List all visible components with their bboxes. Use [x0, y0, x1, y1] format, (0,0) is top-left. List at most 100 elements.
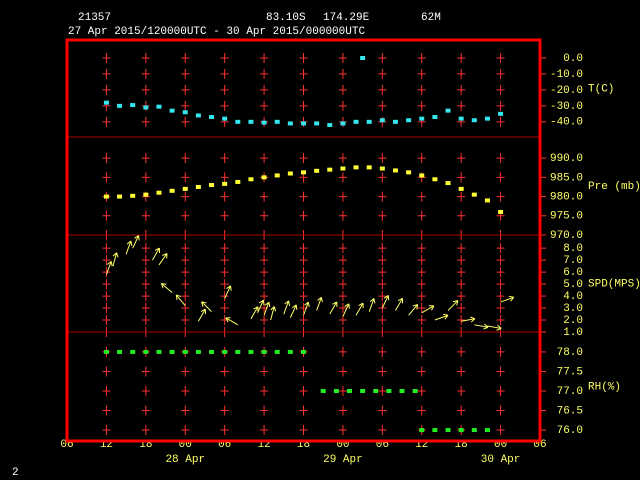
data-point — [287, 349, 293, 354]
grid-cross — [141, 279, 150, 290]
grid-cross — [457, 366, 466, 377]
grid-cross — [338, 303, 347, 314]
grid-cross — [496, 255, 505, 266]
wind-arrow — [447, 300, 459, 311]
grid-cross — [299, 52, 308, 63]
data-point — [287, 171, 293, 176]
grid-cross — [220, 100, 229, 111]
grid-cross — [102, 84, 111, 95]
grid-cross — [260, 68, 269, 79]
data-point — [432, 177, 438, 182]
y-tick-label: 8.0 — [563, 243, 583, 255]
data-point — [195, 184, 201, 189]
wind-arrow — [250, 306, 259, 320]
data-point — [235, 349, 241, 354]
y-tick-label: 0.0 — [563, 53, 583, 65]
grid-cross — [141, 153, 150, 164]
data-point — [301, 170, 306, 175]
grid-cross — [141, 267, 150, 278]
grid-cross — [338, 243, 347, 254]
data-point — [445, 428, 451, 433]
data-point — [379, 118, 385, 123]
grid-cross — [102, 172, 111, 183]
wind-arrow — [112, 252, 119, 267]
data-point — [484, 428, 490, 433]
data-point — [274, 173, 280, 178]
grid-cross — [102, 116, 111, 127]
y-tick-label: 6.0 — [563, 267, 583, 279]
data-point — [156, 349, 162, 354]
y-tick-label: 76.0 — [557, 425, 583, 437]
grid-cross — [457, 172, 466, 183]
grid-cross — [220, 405, 229, 416]
grid-cross — [417, 52, 426, 63]
wind-arrow — [303, 301, 310, 316]
data-point — [373, 388, 379, 393]
grid-cross — [102, 68, 111, 79]
wind-arrow — [289, 304, 298, 318]
grid-cross — [496, 243, 505, 254]
wind-arrow — [408, 304, 419, 316]
grid-cross — [457, 291, 466, 302]
data-point — [386, 388, 392, 393]
y-tick-label: 76.5 — [557, 405, 583, 417]
grid-cross — [260, 315, 269, 326]
station: 21357 — [78, 12, 111, 24]
data-point — [195, 349, 201, 354]
grid-cross — [417, 279, 426, 290]
grid-cross — [260, 267, 269, 278]
data-point — [235, 179, 241, 184]
grid-cross — [141, 405, 150, 416]
data-point — [130, 193, 136, 198]
y-tick-label: 7.0 — [563, 255, 583, 267]
y-axis-label: T(C) — [588, 83, 614, 95]
longitude: 174.29E — [323, 12, 370, 24]
y-tick-label: 5.0 — [563, 279, 583, 291]
wind-arrow — [151, 247, 160, 261]
data-point — [182, 110, 188, 115]
wind-arrow — [270, 306, 277, 321]
data-point — [261, 175, 267, 180]
grid-cross — [378, 191, 387, 202]
frame — [65, 38, 542, 443]
data-point — [301, 121, 306, 126]
date-label: 28 Apr — [165, 454, 205, 466]
grid-cross — [181, 100, 190, 111]
grid-cross — [338, 172, 347, 183]
grid-cross — [457, 255, 466, 266]
footer: 2 — [12, 467, 19, 479]
data-point — [419, 116, 425, 121]
grid-cross — [417, 291, 426, 302]
grid-cross — [417, 210, 426, 221]
grid-cross — [102, 255, 111, 266]
grid-cross — [378, 210, 387, 221]
grid-cross — [181, 210, 190, 221]
grid-cross — [220, 172, 229, 183]
grid-cross — [102, 279, 111, 290]
grid-cross — [181, 315, 190, 326]
grid-cross — [496, 52, 505, 63]
data-point — [353, 165, 359, 170]
grid-cross — [181, 425, 190, 436]
grid-cross — [378, 255, 387, 266]
grid-cross — [299, 267, 308, 278]
data-point — [117, 349, 123, 354]
data-point — [406, 170, 412, 175]
grid-cross — [338, 68, 347, 79]
y-tick-label: -40.0 — [550, 117, 583, 129]
y-tick-label: 970.0 — [550, 230, 583, 242]
grid-cross — [181, 385, 190, 396]
y-axis-label: Pre (mb) — [588, 181, 640, 193]
grid-cross — [338, 425, 347, 436]
grid-cross — [141, 84, 150, 95]
data-point — [274, 119, 280, 124]
data-point — [346, 388, 352, 393]
grid-cross — [141, 210, 150, 221]
grid-cross — [457, 346, 466, 357]
wind-arrow — [225, 317, 239, 326]
grid-cross — [102, 291, 111, 302]
data-point — [314, 168, 320, 173]
grid-cross — [102, 315, 111, 326]
grid-cross — [220, 52, 229, 63]
grid-cross — [220, 210, 229, 221]
